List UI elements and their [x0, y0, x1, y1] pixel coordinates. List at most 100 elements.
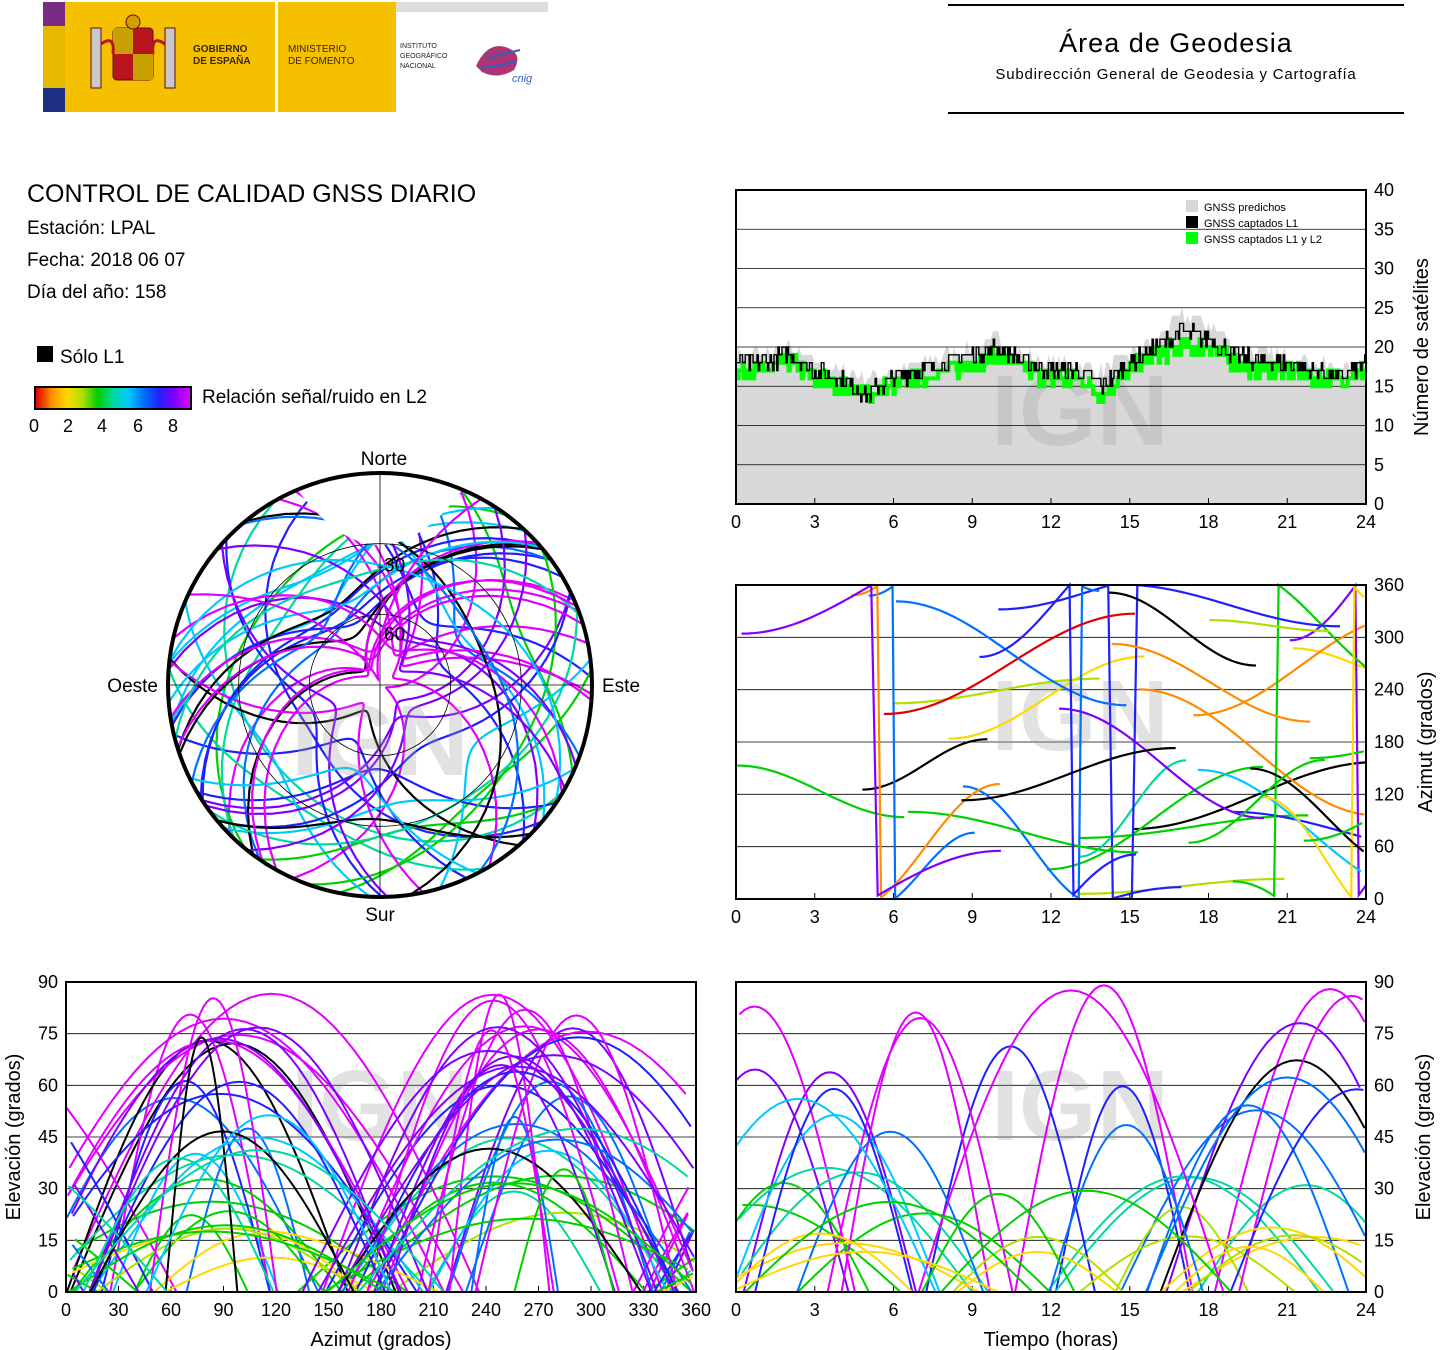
y-tick-label: 240 — [1374, 680, 1404, 700]
satellite-track — [470, 1115, 560, 1293]
satellite-track — [82, 1157, 275, 1293]
x-tick-label: 24 — [1356, 512, 1376, 532]
x-tick-label: 3 — [810, 1300, 820, 1320]
x-tick-label: 6 — [888, 512, 898, 532]
satellite-track — [70, 1036, 692, 1293]
y-axis-label: Número de satélites — [1411, 258, 1433, 436]
y-tick-label: 75 — [38, 1024, 58, 1044]
satellite-track — [72, 1065, 695, 1293]
west-label: Oeste — [107, 676, 158, 697]
report-title: CONTROL DE CALIDAD GNSS DIARIO — [27, 180, 477, 208]
x-tick-label: 210 — [418, 1300, 448, 1320]
satellite-track — [1079, 1235, 1296, 1293]
satellite-track — [851, 584, 1000, 900]
satellite-track — [339, 476, 567, 789]
x-tick-label: 21 — [1277, 512, 1297, 532]
satellite-track — [164, 1256, 376, 1293]
x-tick-label: 120 — [261, 1300, 291, 1320]
satellite-track — [109, 1013, 271, 1293]
satellite-track — [1197, 768, 1362, 873]
y-tick-label: 45 — [1374, 1127, 1394, 1147]
snr-tick-0: 0 — [29, 416, 40, 436]
x-tick-label: 12 — [1041, 907, 1061, 927]
x-tick-label: 180 — [366, 1300, 396, 1320]
satellite-track — [883, 612, 1136, 716]
satellite-track — [223, 767, 576, 835]
satellite-track — [907, 810, 1138, 854]
satellite-track — [892, 677, 1100, 705]
satellite-track — [895, 600, 1127, 707]
x-tick-label: 24 — [1356, 907, 1376, 927]
satellite-track — [173, 733, 468, 880]
satellite-track — [185, 1127, 311, 1293]
satellite-track — [735, 1232, 913, 1293]
satellite-track — [1289, 582, 1367, 899]
satellite-track — [172, 594, 564, 794]
satellite-track — [1108, 591, 1256, 667]
y-tick-label: 90 — [38, 972, 58, 992]
satellite-track — [1238, 994, 1363, 1293]
satellite-track — [917, 989, 1225, 1293]
x-axis-label: Azimut (grados) — [310, 1329, 451, 1350]
satellite-track — [1160, 1226, 1367, 1293]
satellite-track — [1014, 984, 1194, 1293]
solo-l1-label: Sólo L1 — [60, 347, 125, 368]
ign-watermark: IGN — [991, 355, 1169, 467]
x-tick-label: 0 — [61, 1300, 71, 1320]
satellite-track — [1048, 1123, 1204, 1293]
satellite-track — [168, 559, 562, 805]
y-tick-label: 90 — [1374, 972, 1394, 992]
x-tick-label: 15 — [1120, 907, 1140, 927]
satellite-track — [738, 1005, 856, 1293]
ign-line1: INSTITUTO — [400, 43, 437, 50]
x-tick-label: 3 — [810, 907, 820, 927]
y-tick-label: 60 — [1374, 1075, 1394, 1095]
satellite-track — [366, 999, 620, 1293]
satellite-track — [921, 1192, 1076, 1293]
y-tick-label: 30 — [38, 1179, 58, 1199]
x-tick-label: 90 — [213, 1300, 233, 1320]
x-tick-label: 6 — [888, 907, 898, 927]
y-axis-label: Elevación (grados) — [3, 1054, 25, 1221]
x-tick-label: 9 — [967, 907, 977, 927]
satellite-track — [90, 1136, 424, 1293]
series-l1-line — [736, 322, 1368, 403]
satellite-track — [1187, 1234, 1363, 1293]
satellite-track — [68, 1033, 689, 1293]
satellite-track — [1111, 642, 1311, 723]
satellite-track — [1193, 624, 1366, 717]
plot-border — [65, 981, 697, 1293]
y-axis-label: Elevación (grados) — [1413, 1054, 1435, 1221]
satellite-track — [68, 1224, 384, 1293]
ring-label-60: 60 — [384, 624, 405, 645]
y-tick-label: 0 — [1374, 494, 1384, 514]
legend-swatch — [1186, 232, 1198, 244]
satellite-track — [1138, 688, 1365, 816]
y-axis-label: Azimut (grados) — [1415, 671, 1437, 812]
satellite-track — [1146, 1104, 1350, 1293]
legend-swatch — [1186, 200, 1198, 212]
plot-border — [735, 981, 1367, 1293]
satellite-track — [1188, 758, 1325, 844]
ign-line3: NACIONAL — [400, 63, 436, 70]
y-tick-label: 45 — [38, 1127, 58, 1147]
satellite-track — [263, 539, 538, 871]
satellite-track — [961, 746, 1176, 802]
satellite-track — [464, 1095, 673, 1293]
satellite-track — [427, 1149, 669, 1293]
y-tick-label: 0 — [1374, 1282, 1384, 1302]
satellite-track — [1120, 583, 1340, 900]
ministerio-line1: MINISTERIO — [288, 44, 347, 55]
nsat-chart: IGN 0 5 10 15 20 25 30 35 40 0 3 6 9 12 15 18 21 24 GNSS pr… — [731, 180, 1433, 532]
plot-border — [735, 584, 1367, 900]
doy-label: Día del año: 158 — [27, 282, 167, 303]
satellite-track — [296, 1175, 693, 1293]
y-tick-label: 0 — [48, 1282, 58, 1302]
y-tick-label: 120 — [1374, 784, 1404, 804]
y-tick-label: 5 — [1374, 455, 1384, 475]
satellite-track — [71, 1138, 695, 1293]
satellite-track — [167, 540, 542, 703]
x-tick-label: 270 — [523, 1300, 553, 1320]
legend-label: GNSS predichos — [1204, 202, 1286, 214]
